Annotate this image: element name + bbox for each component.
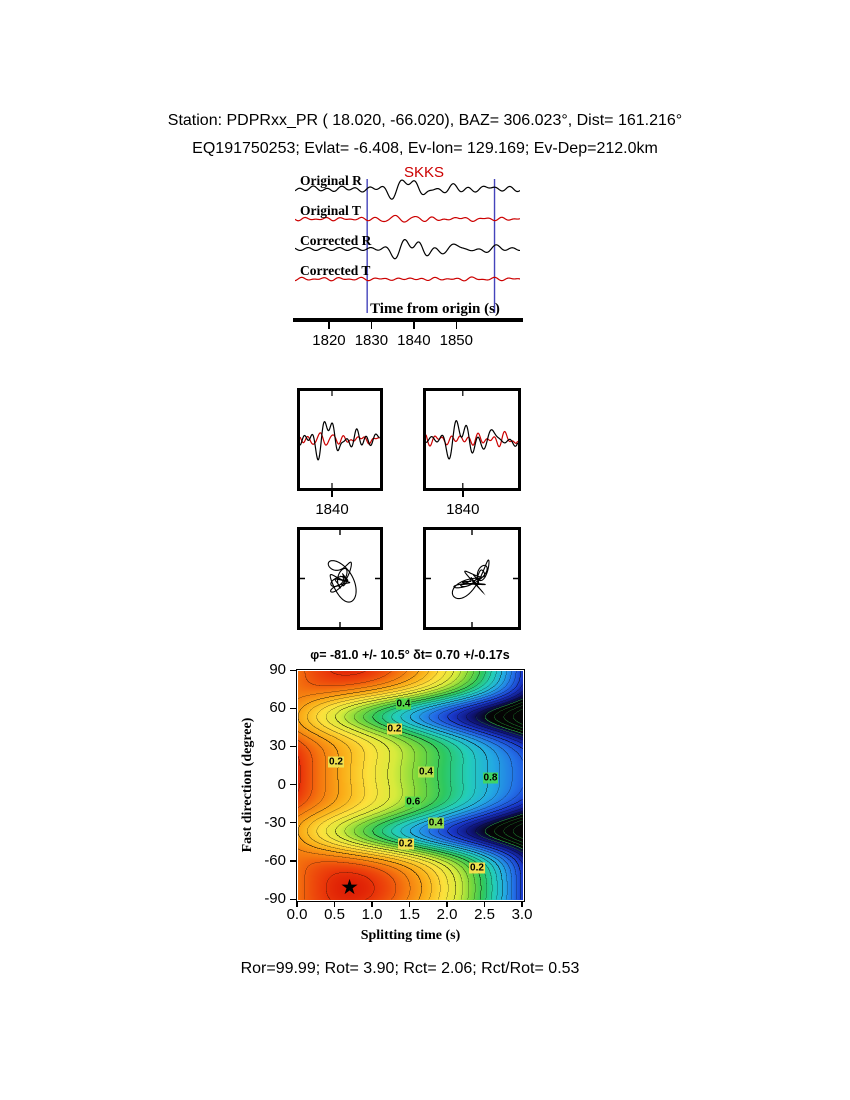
contour-ytick-label: -90 xyxy=(264,890,286,907)
time-axis-label: Time from origin (s) xyxy=(370,301,500,317)
contour-xtickmark xyxy=(483,901,486,907)
contour-xtickmark xyxy=(371,901,373,907)
phase-label-skks: SKKS xyxy=(404,164,445,181)
zoom-corrected-tickmark xyxy=(462,491,464,497)
contour-xtickmark xyxy=(333,901,336,907)
event-header-line: EQ191750253; Evlat= -6.408, Ev-lon= 129.… xyxy=(192,140,658,157)
contour-ytickmark xyxy=(290,745,296,748)
contour-xtickmark xyxy=(296,901,298,907)
zoom-box-corrected xyxy=(423,388,521,491)
contour-ytick-label: 30 xyxy=(269,737,286,755)
contour-ylabel: Fast direction (degree) xyxy=(240,717,255,853)
contour-ytickmark xyxy=(290,898,296,900)
zoom-original-canvas xyxy=(300,391,380,488)
particle-motion-box-corrected xyxy=(423,527,521,630)
contour-ytick-label: -60 xyxy=(264,851,286,869)
zoom-original-tickmark xyxy=(331,491,333,497)
contour-value-label: 0.4 xyxy=(427,817,444,829)
contour-xtick-label: 2.5 xyxy=(474,906,495,923)
contour-xtickmark xyxy=(408,901,411,907)
contour-value-label: 0.8 xyxy=(482,772,499,784)
zoom-corrected-canvas xyxy=(426,391,518,488)
zoom-corrected-tick-label: 1840 xyxy=(446,501,480,518)
contour-ytick-label: -30 xyxy=(264,813,286,831)
particle-motion-box-original xyxy=(297,527,383,630)
trace-label-original-t: Original T xyxy=(300,203,361,218)
contour-xtick-label: 1.0 xyxy=(361,906,383,923)
contour-ytick-label: 60 xyxy=(269,699,286,717)
particle-motion-original-canvas xyxy=(300,530,380,627)
contour-xtick-label: 3.0 xyxy=(511,906,533,923)
contour-value-label: 0.4 xyxy=(395,698,412,710)
contour-value-label: 0.2 xyxy=(386,723,403,735)
contour-ytickmark xyxy=(290,707,296,709)
contour-xtickmark xyxy=(521,901,523,907)
trace-label-corrected-r: Corrected R xyxy=(300,233,372,248)
footer-stats: Ror=99.99; Rot= 3.90; Rct= 2.06; Rct/Rot… xyxy=(240,960,580,977)
contour-ytick-label: 90 xyxy=(269,661,286,678)
time-axis-tickmark xyxy=(328,322,330,329)
time-axis-tick-label: 1820 xyxy=(312,332,346,349)
trace-label-corrected-t: Corrected T xyxy=(300,263,371,278)
contour-ytickmark xyxy=(290,860,296,862)
contour-value-label: 0.4 xyxy=(418,766,434,778)
contour-ytick-label: 0 xyxy=(277,775,286,793)
zoom-box-original xyxy=(297,388,383,491)
contour-title: φ= -81.0 +/- 10.5° δt= 0.70 +/-0.17s xyxy=(310,648,510,662)
contour-xtick-label: 1.5 xyxy=(399,906,420,923)
time-axis-tick-label: 1850 xyxy=(439,332,473,349)
time-axis-line xyxy=(293,318,523,322)
contour-xtick-label: 0.0 xyxy=(286,906,308,923)
time-axis-tickmark xyxy=(413,322,415,329)
contour-ytickmark xyxy=(290,669,296,671)
contour-value-label: 0.6 xyxy=(405,796,422,808)
particle-motion-corrected-canvas xyxy=(426,530,518,627)
time-axis-tickmark xyxy=(370,322,373,329)
waveform-traces-canvas xyxy=(295,163,520,318)
contour-ytickmark xyxy=(290,784,296,786)
time-axis-tick-label: 1830 xyxy=(354,332,389,349)
station-header-line: Station: PDPRxx_PR ( 18.020, -66.020), B… xyxy=(167,112,683,129)
time-axis-tickmark xyxy=(455,322,458,329)
trace-label-original-r: Original R xyxy=(300,173,362,188)
contour-xtick-label: 2.0 xyxy=(436,906,458,923)
contour-xlabel: Splitting time (s) xyxy=(360,928,461,943)
contour-xtick-label: 0.5 xyxy=(324,906,345,923)
contour-value-label: 0.2 xyxy=(469,862,485,874)
zoom-original-tick-label: 1840 xyxy=(315,501,349,518)
best-solution-star-marker: ★ xyxy=(340,875,359,899)
time-axis-tick-label: 1840 xyxy=(397,332,431,349)
contour-xtickmark xyxy=(446,901,448,907)
contour-value-label: 0.2 xyxy=(328,756,344,768)
contour-ytickmark xyxy=(290,822,296,824)
contour-value-label: 0.2 xyxy=(397,838,414,850)
